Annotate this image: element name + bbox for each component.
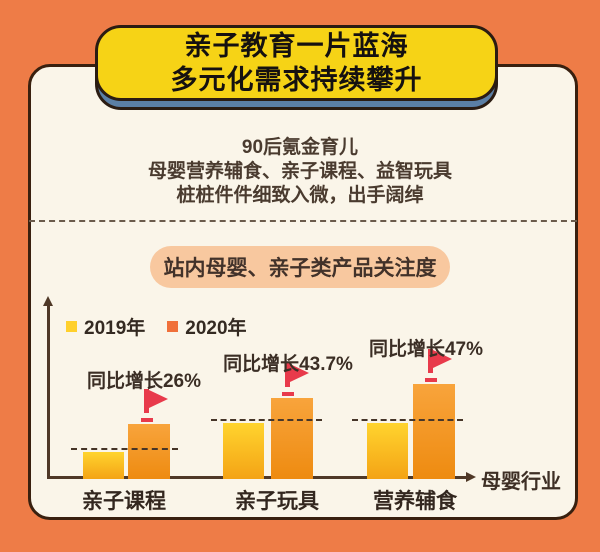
legend-label-2020: 2020年 xyxy=(185,318,247,339)
title-banner: 亲子教育一片蓝海 多元化需求持续攀升 xyxy=(95,25,498,101)
bar-2020-营养辅食 xyxy=(413,384,455,479)
category-label: 亲子玩具 xyxy=(235,490,319,513)
intro-line-1: 90后氪金育儿 xyxy=(241,137,359,158)
bar-2020-亲子玩具 xyxy=(271,398,313,479)
category-label: 亲子课程 xyxy=(82,490,166,513)
title-line-1: 亲子教育一片蓝海 xyxy=(184,31,409,61)
intro-line-3: 桩桩件件细致入微，出手阔绰 xyxy=(176,185,424,206)
x-axis-label: 母婴行业 xyxy=(481,471,561,493)
growth-flag-icon xyxy=(425,349,453,385)
category-label: 营养辅食 xyxy=(373,490,457,513)
section-pill: 站内母婴、亲子类产品关注度 xyxy=(150,246,450,288)
growth-annotation: 同比增长47% xyxy=(368,339,484,360)
bar-2019-亲子玩具 xyxy=(223,423,264,479)
guide-dashed-line xyxy=(211,419,322,421)
dashed-separator xyxy=(29,220,577,222)
growth-flag-icon xyxy=(141,389,169,425)
title-line-2: 多元化需求持续攀升 xyxy=(170,65,423,95)
intro-line-2: 母婴营养辅食、亲子课程、益智玩具 xyxy=(147,161,452,182)
x-axis-arrow xyxy=(466,472,476,482)
guide-dashed-line xyxy=(71,448,178,450)
y-axis xyxy=(47,305,50,479)
legend-swatch-2020 xyxy=(167,321,179,332)
chart-legend: 2019年 2020年 xyxy=(66,313,247,340)
y-axis-arrow xyxy=(43,296,53,306)
legend-swatch-2019 xyxy=(66,321,77,332)
bar-2020-亲子课程 xyxy=(128,424,170,479)
growth-flag-icon xyxy=(282,363,310,399)
intro-text: 90后氪金育儿 母婴营养辅食、亲子课程、益智玩具 桩桩件件细致入微，出手阔绰 xyxy=(0,136,600,208)
section-pill-label: 站内母婴、亲子类产品关注度 xyxy=(163,257,437,280)
bar-2019-营养辅食 xyxy=(367,423,408,479)
growth-annotation: 同比增长43.7% xyxy=(223,354,353,375)
growth-annotation: 同比增长26% xyxy=(86,371,202,392)
legend-label-2019: 2019年 xyxy=(84,318,146,339)
legend-item-2019: 2019年 xyxy=(66,313,145,340)
guide-dashed-line xyxy=(352,419,463,421)
legend-item-2020: 2020年 xyxy=(167,313,247,340)
bar-2019-亲子课程 xyxy=(83,452,124,479)
